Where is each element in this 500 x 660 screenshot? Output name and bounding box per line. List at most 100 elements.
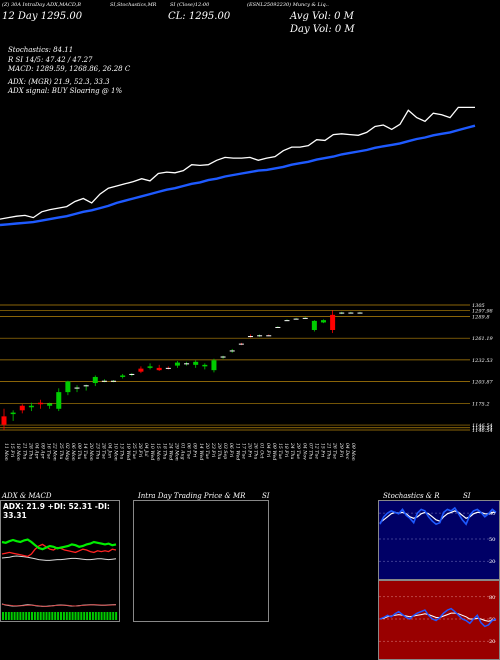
date-tick-label: 26 Tue xyxy=(332,442,338,459)
date-tick-label: 09 Mon xyxy=(350,443,356,461)
candle-body xyxy=(247,336,253,338)
date-tick-label: 29 Fri xyxy=(338,442,344,458)
macd-histogram-bar xyxy=(103,612,106,620)
candle-body xyxy=(311,320,317,330)
date-tick-label: 04 Fri xyxy=(265,443,271,458)
header-title: (Z) 30A IntraDay ADX,MACD,B xyxy=(2,2,81,8)
date-tick-label: 09 Fri xyxy=(192,443,198,458)
price-level-label: 1146.54 xyxy=(472,426,493,432)
date-tick-label: 20 Mon xyxy=(88,442,94,461)
macd-histogram-bar xyxy=(19,612,22,620)
candle-body xyxy=(184,363,190,365)
macd-histogram-bar xyxy=(94,612,97,620)
stochastics-readout: Stochastics: 84.11 xyxy=(8,46,74,54)
adx-macd-panel: ADX: 21.9 +DI: 52.31 -DI: 33.31 xyxy=(0,500,120,622)
macd-histogram-bar xyxy=(91,612,94,620)
macd-histogram-bar xyxy=(22,612,25,620)
macd-histogram-bar xyxy=(57,612,60,620)
date-tick-label: 09 Apr xyxy=(40,443,46,460)
macd-histogram-bar xyxy=(45,612,48,620)
price-level-label: 1305 xyxy=(472,303,485,309)
macd-histogram-bar xyxy=(71,612,74,620)
date-tick-label: 13 Thu xyxy=(119,443,125,459)
adx-values: ADX: 21.9 +DI: 52.31 -DI: 33.31 xyxy=(3,502,110,520)
adx-line xyxy=(1,555,117,561)
candle-body xyxy=(56,392,62,409)
date-tick-label: 22 Mon xyxy=(52,442,58,461)
date-tick-label: 28 Fri xyxy=(137,442,143,458)
date-tick-label: 18 Thu xyxy=(161,443,167,459)
mr-si-label: SI xyxy=(262,492,270,500)
candle-body xyxy=(257,335,263,337)
candle-body xyxy=(348,312,354,314)
rsi-level-label: 20 xyxy=(489,639,495,645)
macd-histogram-bar xyxy=(10,612,13,620)
candle-body xyxy=(330,314,336,330)
date-tick-label: 26 Thu xyxy=(253,442,259,459)
date-tick-label: 14 Tue xyxy=(82,443,88,459)
candle-body xyxy=(211,360,217,371)
date-tick-label: 28 Tue xyxy=(100,442,106,459)
macd-histogram-bar xyxy=(7,612,10,620)
price-level-label: 1297.98 xyxy=(472,308,493,314)
date-tick-label: 06 Fri xyxy=(228,443,234,458)
macd-histogram-bar xyxy=(39,612,42,620)
candle-body xyxy=(129,373,135,375)
date-tick-label: 21 Thu xyxy=(21,442,27,459)
candle-body xyxy=(92,376,98,384)
candle-body xyxy=(284,320,290,322)
macd-histogram-bar xyxy=(106,612,109,620)
macd-histogram-bar xyxy=(13,612,16,620)
date-tick-label: 29 Tue xyxy=(295,442,301,459)
date-tick-label: 18 Fri xyxy=(283,443,289,458)
date-tick-label: 12 Tue xyxy=(313,443,319,459)
date-tick-label: 15 Fri xyxy=(9,443,15,458)
date-tick-label: 17 Tue xyxy=(240,443,246,459)
date-tick-label: 15 Mon xyxy=(155,443,161,461)
macd-histogram-bar xyxy=(28,612,31,620)
date-tick-label: 20 Tue xyxy=(204,442,210,459)
plus-di-line xyxy=(1,538,117,551)
date-tick-label: 11 Mon xyxy=(3,443,9,461)
header-title-mid: SI,Stochastics,MR xyxy=(110,2,157,8)
date-tick-label: 24 Thu xyxy=(289,442,295,459)
date-tick-label: 04 Jun xyxy=(106,443,112,458)
adx-readout: ADX: (MGR) 21.9, 52.3, 33.3 xyxy=(8,78,110,86)
candle-body xyxy=(193,361,199,365)
macd-histogram-bar xyxy=(83,612,86,620)
candle-body xyxy=(138,368,144,372)
avg-vol: Avg Vol: 0 M xyxy=(290,11,354,22)
macd-histogram-bar xyxy=(97,612,100,620)
stoch-level-label: 20 xyxy=(489,559,495,565)
close-label: CL: 1295.00 xyxy=(168,11,231,22)
date-tick-label: 06 Mon xyxy=(70,443,76,461)
candle-body xyxy=(28,405,34,408)
candle-body xyxy=(220,356,226,358)
candle-body xyxy=(202,364,208,367)
macd-histogram-bar xyxy=(65,612,68,620)
macd-histogram-bar xyxy=(2,612,4,620)
date-tick-label: 18 Mon xyxy=(15,443,21,461)
candle-body xyxy=(10,412,16,415)
price-level-label: 1232.53 xyxy=(472,358,493,364)
si-readout: R SI 14/5: 47.42 / 47.27 xyxy=(8,56,93,64)
header-title-mid2: SI (Close)12:00 xyxy=(170,2,210,8)
date-tick-label: 04 Apr xyxy=(33,443,39,460)
date-tick-label: 24 Wed xyxy=(167,442,173,460)
candle-body xyxy=(65,381,71,393)
macd-histogram-bar xyxy=(48,612,51,620)
date-tick-label: 21 Thu xyxy=(326,442,332,459)
price-level-label: 1289.8 xyxy=(472,315,490,321)
date-tick-label: 10 Mon xyxy=(113,443,119,461)
date-tick-label: 11 Wed xyxy=(234,443,240,460)
price-level-label: 1146.54 xyxy=(472,428,493,434)
macd-histogram-bar xyxy=(4,612,7,620)
price-level-label: 1203.87 xyxy=(472,380,493,386)
adx-signal-readout: ADX signal: BUY Sloaring @ 1% xyxy=(8,87,123,95)
date-tick-label: 23 Thu xyxy=(94,442,100,459)
date-tick-label: 03 Sep xyxy=(222,443,228,459)
date-tick-label: 10 Wed xyxy=(149,443,155,460)
macd-histogram-bar xyxy=(115,612,118,620)
